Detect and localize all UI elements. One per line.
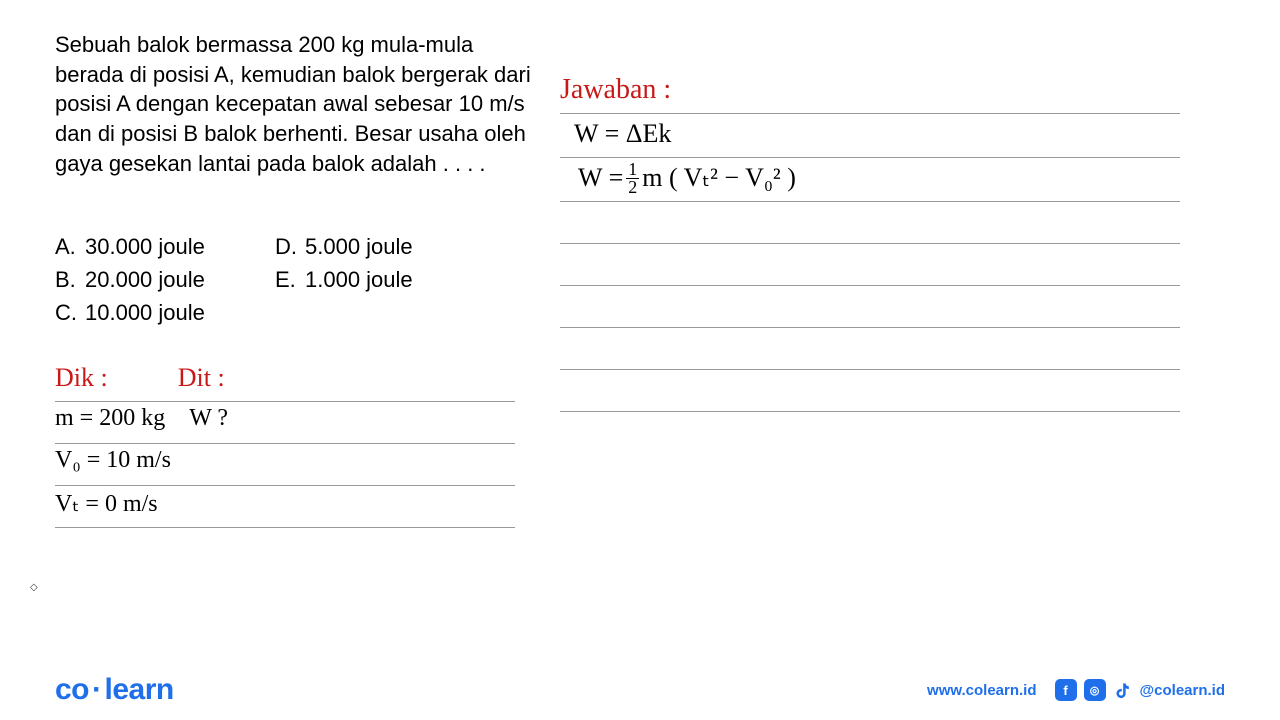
work-energy-eq: W = ΔEk	[574, 119, 671, 149]
logo-learn: learn	[105, 673, 174, 706]
logo-dot: ·	[92, 673, 102, 706]
tiktok-icon	[1113, 680, 1133, 700]
w-question: W ?	[189, 405, 228, 432]
work-formula: W = 1 2 m ( Vₜ² − V₀² )	[578, 161, 796, 194]
instagram-icon: ◎	[1084, 679, 1106, 701]
blank-line-2	[560, 244, 1180, 286]
fraction-half: 1 2	[626, 161, 639, 194]
blank-line-3	[560, 286, 1180, 328]
option-a-text: 30.000 joule	[85, 234, 205, 259]
dik-label: Dik :	[55, 363, 108, 393]
option-c: C.10.000 joule	[55, 296, 275, 329]
formula-suffix: m ( Vₜ² − V₀² )	[642, 163, 796, 193]
given-data-block: Dik : Dit : m = 200 kg W ? V₀ = 10 m/s V…	[55, 360, 515, 528]
diamond-marker: ◇	[30, 582, 38, 593]
dit-label: Dit :	[178, 363, 225, 393]
facebook-icon: f	[1055, 679, 1077, 701]
mass-value: m = 200 kg	[55, 405, 165, 432]
question-text: Sebuah balok bermassa 200 kg mula-mula b…	[55, 30, 535, 178]
colearn-logo: co·learn	[55, 673, 174, 707]
footer-right: www.colearn.id f ◎ @colearn.id	[927, 679, 1225, 701]
footer-bar: co·learn www.colearn.id f ◎ @colearn.id	[0, 660, 1280, 720]
website-url: www.colearn.id	[927, 682, 1036, 699]
jawaban-label: Jawaban :	[560, 74, 671, 106]
option-b: B.20.000 joule	[55, 263, 275, 296]
frac-denominator: 2	[626, 179, 639, 195]
social-icons: f ◎ @colearn.id	[1055, 679, 1225, 701]
vt-value: Vₜ = 0 m/s	[55, 489, 158, 518]
option-d: D.5.000 joule	[275, 230, 475, 263]
logo-co: co	[55, 673, 89, 706]
option-d-text: 5.000 joule	[305, 234, 413, 259]
option-a: A.30.000 joule	[55, 230, 275, 263]
blank-line-4	[560, 328, 1180, 370]
option-b-text: 20.000 joule	[85, 267, 205, 292]
v0-value: V₀ = 10 m/s	[55, 447, 171, 474]
content-area: Sebuah balok bermassa 200 kg mula-mula b…	[0, 0, 1280, 660]
formula-prefix: W =	[578, 163, 623, 193]
option-c-text: 10.000 joule	[85, 300, 205, 325]
blank-line-5	[560, 370, 1180, 412]
social-handle: @colearn.id	[1140, 682, 1225, 699]
answer-options: A.30.000 joule D.5.000 joule B.20.000 jo…	[55, 230, 475, 329]
answer-block: Jawaban : W = ΔEk W = 1 2 m ( Vₜ² − V₀² …	[560, 70, 1180, 412]
frac-numerator: 1	[626, 161, 639, 178]
option-e-text: 1.000 joule	[305, 267, 413, 292]
option-e: E.1.000 joule	[275, 263, 475, 296]
blank-line-1	[560, 202, 1180, 244]
